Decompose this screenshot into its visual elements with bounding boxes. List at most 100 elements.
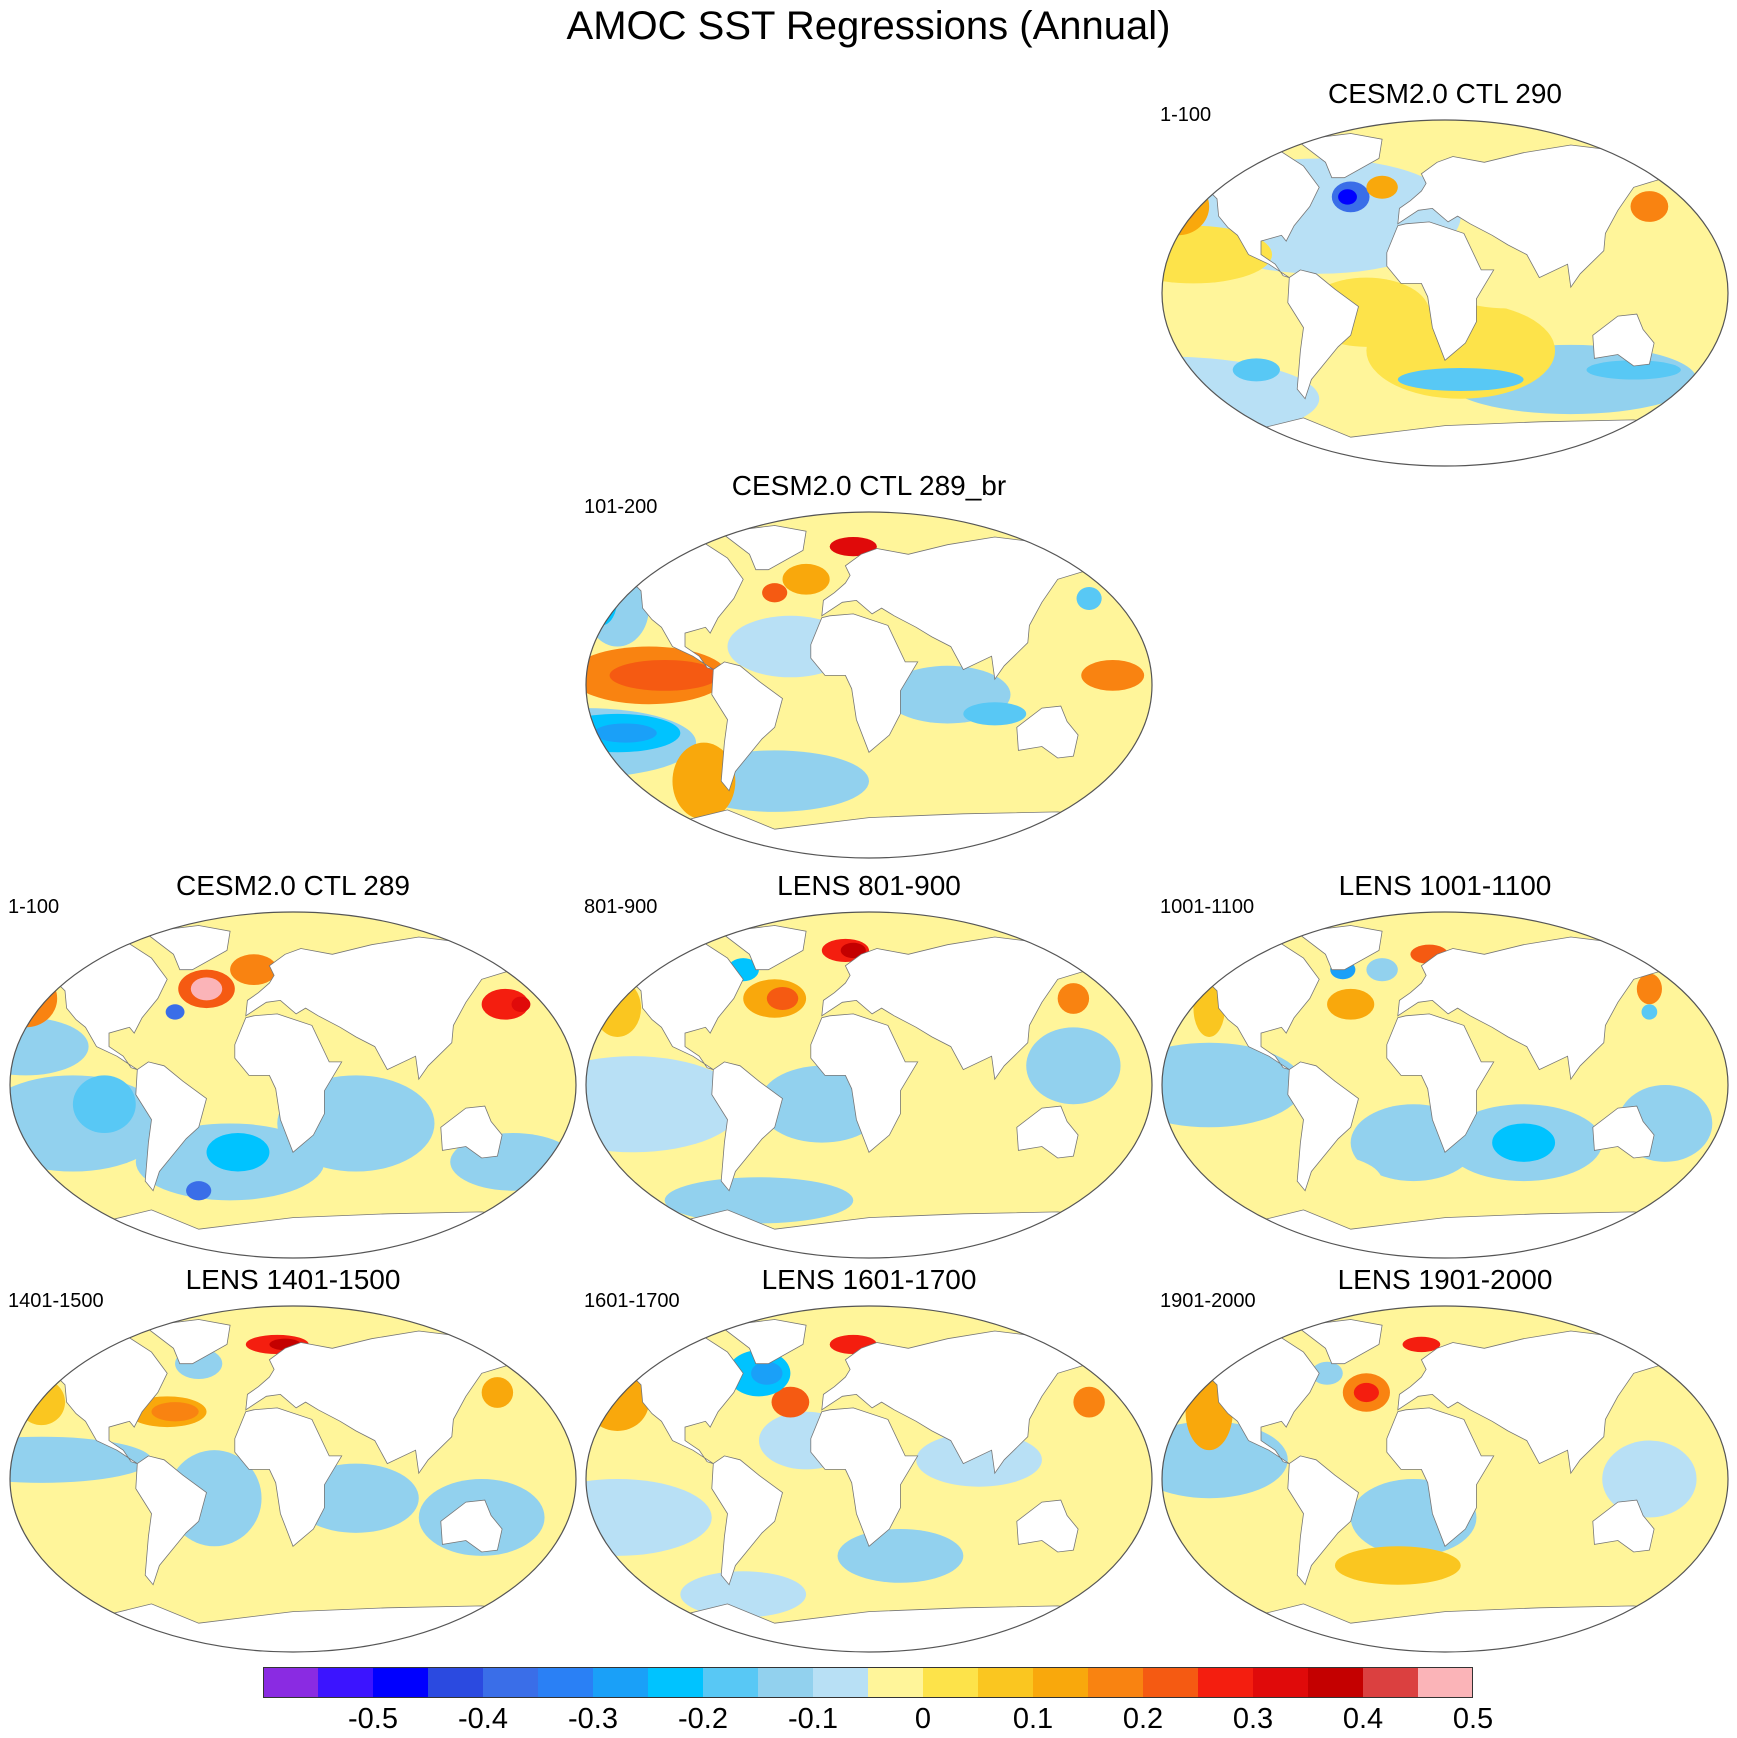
sst-anomaly-region (1397, 367, 1524, 392)
sst-anomaly-region (586, 1479, 712, 1556)
panel-title: LENS 801-900 (777, 870, 961, 901)
land-mass (1162, 942, 1320, 1070)
map-panel-lens1901: LENS 1901-2000 1901-2000 (1160, 1264, 1730, 1654)
colorbar-swatch (593, 1667, 649, 1698)
sst-anomaly-region (230, 954, 278, 986)
panel-title: CESM2.0 CTL 289_br (731, 470, 1007, 501)
panel-period: 1001-1100 (1160, 896, 1255, 918)
sst-anomaly-region (1073, 1386, 1105, 1418)
map-border (1161, 119, 1729, 467)
land-mass (821, 536, 1122, 681)
colorbar-outline (263, 1667, 1473, 1698)
sst-anomaly-region (840, 942, 866, 959)
land-mass (234, 1407, 343, 1547)
colorbar-swatch (1143, 1667, 1199, 1698)
land-mass (586, 1336, 744, 1464)
land-mass (711, 1455, 783, 1586)
sst-anomaly-region (586, 571, 618, 626)
land-mass (723, 925, 807, 971)
land-mass (1299, 133, 1383, 179)
colorbar-swatch (978, 1667, 1034, 1698)
land-mass (1287, 269, 1359, 400)
land-mass (1016, 1105, 1079, 1159)
sst-anomaly-region (1353, 1382, 1379, 1403)
panel-period: 1-100 (1160, 104, 1212, 126)
sst-anomaly-region (206, 1133, 270, 1172)
world-map (9, 1305, 577, 1653)
colorbar-swatch (483, 1667, 539, 1698)
land-mass (1592, 313, 1655, 367)
panel-title: LENS 1601-1700 (761, 1264, 977, 1295)
sst-anomaly-region (1327, 988, 1375, 1020)
sst-anomaly-region (1476, 1498, 1634, 1576)
sst-anomaly-region (586, 1056, 744, 1153)
sst-anomaly-region (1334, 1546, 1461, 1585)
map-panel-ctl289: CESM2.0 CTL 289 1-100 (8, 870, 578, 1260)
colorbar-swatch (373, 1667, 429, 1698)
sst-anomaly-region (782, 563, 830, 595)
colorbar-swatch (1418, 1667, 1473, 1698)
colorbar-swatch (428, 1667, 484, 1698)
land-mass (135, 1061, 207, 1192)
sst-anomaly-region (1057, 983, 1090, 1014)
sst-anomaly-region (829, 536, 877, 557)
world-map (1161, 1305, 1729, 1653)
land-mass (711, 1061, 783, 1192)
colorbar-swatch (923, 1667, 979, 1698)
sst-anomaly-region (672, 742, 736, 820)
sst-anomaly-region (963, 702, 1027, 726)
colorbar-swatch (813, 1667, 869, 1698)
colorbar-tick-label: -0.2 (678, 1703, 728, 1735)
sst-anomaly-region (10, 1017, 89, 1076)
figure-title: AMOC SST Regressions (Annual) (566, 4, 1171, 48)
land-mass (1299, 1319, 1383, 1365)
colorbar-tick-label: -0.1 (788, 1703, 838, 1735)
sst-anomaly-region (1402, 1336, 1441, 1353)
map-border (585, 1305, 1153, 1653)
land-mass (1397, 1330, 1698, 1475)
colorbar-swatch (1033, 1667, 1089, 1698)
land-mass (1397, 144, 1698, 289)
sst-anomaly-region (1162, 225, 1273, 284)
land-mass (10, 1336, 168, 1464)
land-mass (821, 1330, 1122, 1475)
sst-anomaly-region (151, 1402, 199, 1422)
world-map (1161, 119, 1729, 467)
map-panel-lens801: LENS 801-900 801-900 (584, 870, 1154, 1260)
panel-title: CESM2.0 CTL 290 (1328, 78, 1562, 109)
colorbar-swatch (538, 1667, 594, 1698)
land-mass (1386, 221, 1495, 361)
colorbar-swatch (318, 1667, 374, 1698)
colorbar-swatch (1363, 1667, 1419, 1698)
world-map (1161, 911, 1729, 1259)
sst-anomaly-region (1586, 360, 1681, 380)
sst-anomaly-region (10, 1436, 152, 1483)
sst-anomaly-region (1081, 660, 1145, 691)
sst-anomaly-region (481, 988, 529, 1020)
sst-anomaly-region (165, 1004, 185, 1020)
land-mass (821, 936, 1122, 1081)
sst-anomaly-region (1026, 1027, 1121, 1105)
land-mass (10, 942, 168, 1070)
map-border (1161, 1305, 1729, 1653)
panel-title: LENS 1401-1500 (185, 1264, 401, 1295)
sst-anomaly-region (1162, 1042, 1304, 1128)
panel-title: LENS 1001-1100 (1338, 870, 1552, 901)
panel-period: 1-100 (8, 896, 60, 918)
land-mass (586, 942, 744, 1070)
land-mass (586, 542, 744, 670)
colorbar-tick-label: 0.1 (1012, 1703, 1054, 1735)
land-mass (723, 1319, 807, 1365)
sst-anomaly-region (190, 977, 223, 1001)
land-mass (1016, 1499, 1079, 1553)
sst-anomaly-region (751, 1361, 783, 1385)
colorbar-tick-label: 0.4 (1342, 1703, 1384, 1735)
sst-anomaly-region (1311, 1361, 1343, 1385)
world-map (585, 911, 1153, 1259)
world-map (585, 511, 1153, 859)
colorbar-tick-label: 0 (914, 1703, 932, 1735)
map-panel-ctl289br: CESM2.0 CTL 289_br 101-200 (584, 470, 1154, 860)
colorbar-tick-label: 0.2 (1122, 1703, 1164, 1735)
panel-period: 1601-1700 (584, 1290, 680, 1312)
land-mass (1162, 150, 1320, 278)
